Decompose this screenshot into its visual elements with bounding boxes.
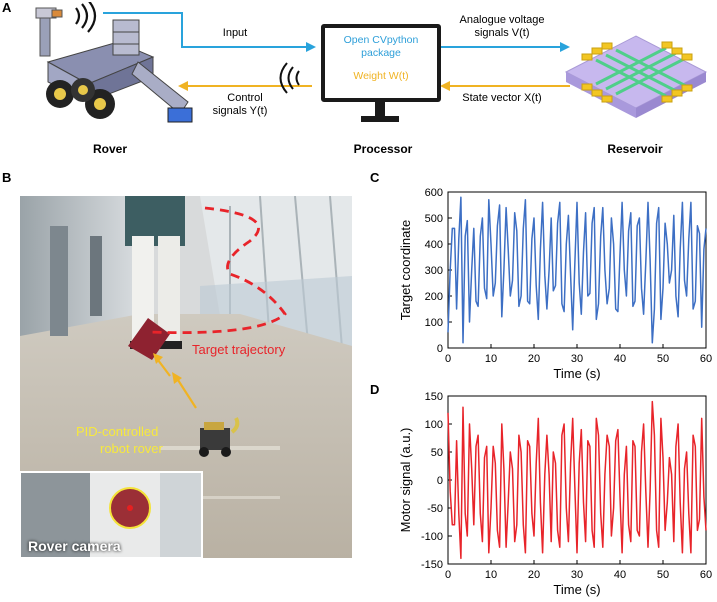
x-tick-label: 40 — [614, 353, 626, 365]
x-tick-label: 30 — [571, 353, 583, 365]
control-label-1: Control — [227, 92, 263, 104]
y-tick-label: 100 — [425, 317, 443, 329]
y-axis-label: Motor signal (a.u.) — [398, 428, 413, 533]
panel-d-letter: D — [370, 382, 380, 397]
y-tick-label: 500 — [425, 213, 443, 225]
y-tick-label: 150 — [425, 391, 443, 403]
hallway-scene — [20, 196, 352, 558]
control-label-2: signals Y(t) — [212, 105, 268, 117]
target-trajectory-label: Target trajectory — [192, 342, 286, 357]
input-label: Input — [222, 27, 248, 39]
wifi-icon — [295, 70, 300, 86]
processor-monitor: Open CVpython package Weight W(t) — [321, 24, 441, 102]
rover-camera-inset — [20, 471, 203, 558]
x-tick-label: 0 — [445, 353, 451, 365]
panel-c-letter: C — [370, 170, 380, 185]
y-axis-label: Target coordinate — [398, 220, 413, 320]
x-tick-label: 60 — [700, 353, 712, 365]
y-tick-label: 0 — [437, 475, 443, 487]
rover-illustration — [35, 2, 193, 123]
x-tick-label: 40 — [614, 569, 626, 581]
y-tick-label: 100 — [425, 419, 443, 431]
y-tick-label: 200 — [425, 291, 443, 303]
y-tick-label: -150 — [421, 559, 443, 571]
target-trajectory-path — [149, 206, 287, 335]
panel-b-letter: B — [2, 170, 12, 185]
processor-caption: Processor — [353, 142, 413, 156]
screen-weight: Weight W(t) — [353, 70, 409, 82]
y-tick-label: 300 — [425, 265, 443, 277]
chart-d: 0 10 20 30 40 50 60 -150 -100 -50 0 50 100 150 Time (s… — [398, 391, 712, 597]
monitor-stand — [361, 102, 399, 122]
x-tick-label: 30 — [571, 569, 583, 581]
x-axis-label: Time (s) — [553, 366, 600, 381]
x-tick-label: 50 — [657, 353, 669, 365]
analogue-label-2: signals V(t) — [474, 27, 530, 39]
x-tick-label: 50 — [657, 569, 669, 581]
series-line — [447, 196, 707, 344]
y-tick-label: 0 — [437, 343, 443, 355]
state-label: State vector X(t) — [462, 92, 542, 104]
reservoir-chip — [564, 35, 708, 118]
input-arrow — [103, 12, 306, 48]
x-axis-label: Time (s) — [553, 582, 600, 597]
hallway-photo: Target trajectory PID-controlled robot r… — [20, 196, 352, 558]
pid-label-1: PID-controlled — [76, 424, 159, 439]
y-tick-label: 400 — [425, 239, 443, 251]
x-tick-label: 20 — [528, 569, 540, 581]
rover-caption: Rover — [92, 142, 127, 156]
screen-line2: package — [361, 47, 401, 59]
reservoir-caption: Reservoir — [607, 142, 663, 156]
x-tick-label: 10 — [485, 353, 497, 365]
analogue-label-1: Analogue voltage — [459, 14, 545, 26]
y-tick-label: 50 — [431, 447, 443, 459]
x-tick-label: 60 — [700, 569, 712, 581]
y-tick-label: 600 — [425, 187, 443, 199]
x-tick-label: 10 — [485, 569, 497, 581]
panel-a-arrows — [103, 12, 570, 94]
series-line — [447, 400, 707, 560]
panel-a-letter: A — [2, 0, 12, 15]
target-card — [128, 318, 170, 360]
y-tick-label: -50 — [427, 503, 443, 515]
robot-rover — [199, 417, 240, 457]
x-tick-label: 20 — [528, 353, 540, 365]
x-tick-label: 0 — [445, 569, 451, 581]
rover-camera-label: Rover camera — [28, 538, 121, 554]
screen-line1: Open CVpython — [343, 34, 419, 46]
pid-label-2: robot rover — [100, 441, 163, 456]
y-tick-label: -100 — [421, 531, 443, 543]
